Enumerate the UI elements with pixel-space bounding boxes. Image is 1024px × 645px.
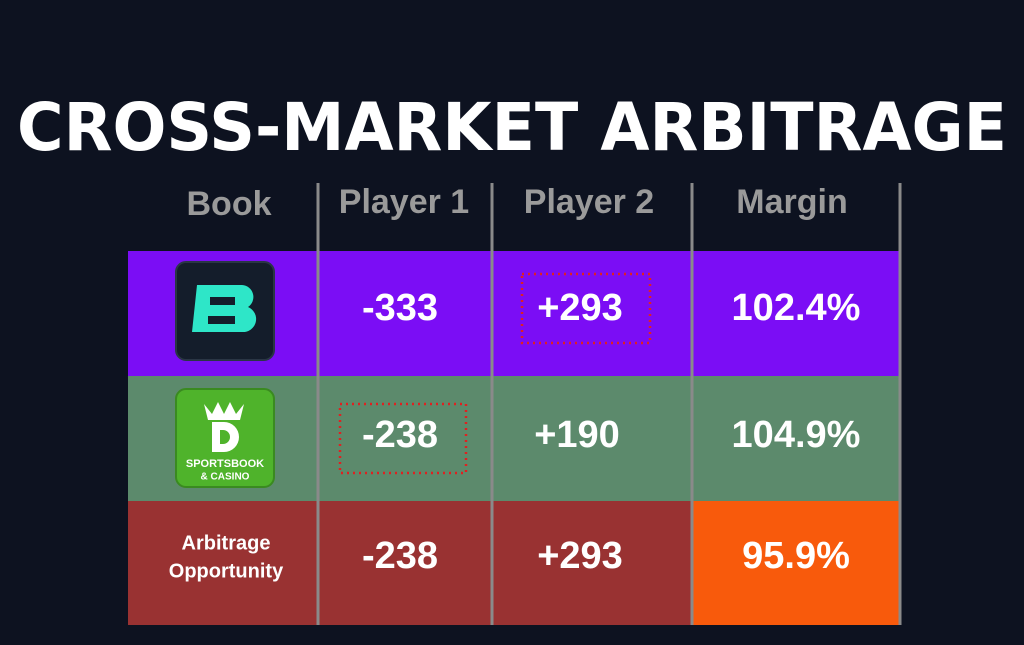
odds-cell: +293 <box>537 535 623 577</box>
column-header: Player 1 <box>339 183 469 221</box>
book-label: Arbitrage <box>182 532 271 554</box>
column-separators <box>316 183 902 625</box>
column-header: Margin <box>736 183 847 221</box>
best-odds-box <box>338 402 468 475</box>
odds-cell: +293 <box>537 287 623 329</box>
margin-cell: 95.9% <box>742 535 850 577</box>
highlight-cell <box>692 501 900 625</box>
best-odds-box <box>520 272 652 345</box>
column-header: Book <box>187 185 272 223</box>
book-logo: SPORTSBOOK & CASINO <box>175 388 275 488</box>
margin-cell: 102.4% <box>732 287 861 329</box>
logo-text: SPORTSBOOK <box>186 458 264 470</box>
title: CROSS-MARKET ARBITRAGE <box>17 89 1007 166</box>
logo-text: & CASINO <box>201 472 250 483</box>
odds-cell: -333 <box>362 287 438 329</box>
odds-cell: -238 <box>362 414 438 456</box>
odds-cell: +190 <box>534 414 620 456</box>
odds-cell: -238 <box>362 535 438 577</box>
book-logo <box>175 261 275 361</box>
column-header: Player 2 <box>524 183 654 221</box>
margin-cell: 104.9% <box>732 414 861 456</box>
book-label: Opportunity <box>169 560 284 582</box>
